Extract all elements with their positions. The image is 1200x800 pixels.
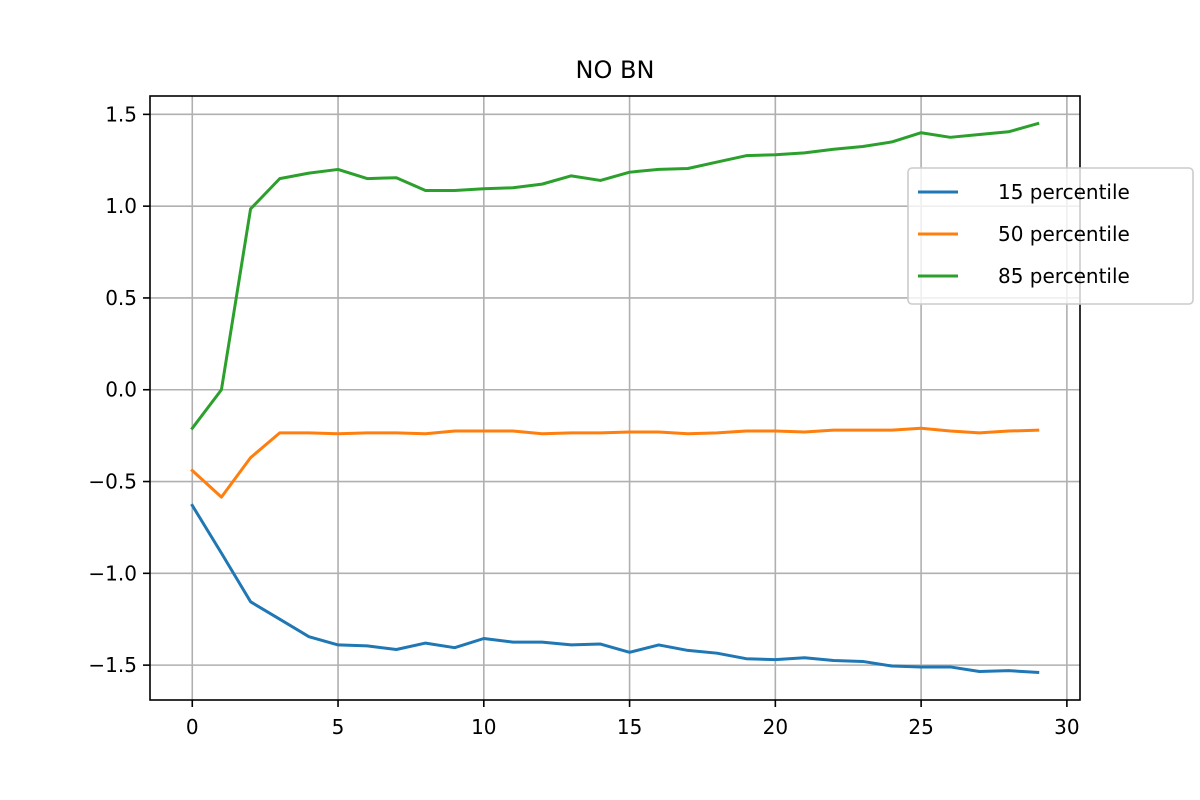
x-tick-label: 10: [471, 715, 496, 739]
x-tick-label: 5: [332, 715, 345, 739]
y-tick-label: 1.5: [105, 102, 137, 126]
y-tick-label: −1.0: [88, 561, 137, 585]
legend-box: [907, 167, 1194, 305]
legend-label: 85 percentile: [998, 264, 1130, 288]
legend-label: 15 percentile: [998, 180, 1130, 204]
x-tick-label: 30: [1054, 715, 1079, 739]
series-lines: [190, 121, 1040, 675]
y-tick-label: 0.5: [105, 286, 137, 310]
x-axis-ticks: 0 5 10 15 20 25 30: [186, 700, 1080, 739]
series-line-15-percentile: [190, 503, 1040, 675]
y-tick-label: −1.5: [88, 653, 137, 677]
x-tick-label: 20: [763, 715, 788, 739]
x-tick-label: 25: [908, 715, 933, 739]
y-axis-ticks: 1.5 1.0 0.5 0.0 −0.5 −1.0 −1.5: [88, 102, 150, 677]
x-tick-label: 0: [186, 715, 199, 739]
x-tick-label: 15: [617, 715, 642, 739]
y-tick-label: −0.5: [88, 470, 137, 494]
y-tick-label: 0.0: [105, 378, 137, 402]
series-line-50-percentile: [190, 426, 1040, 499]
series-line-85-percentile: [190, 121, 1040, 431]
legend: 15 percentile 50 percentile 85 percentile: [907, 167, 1194, 305]
chart-title: NO BN: [576, 56, 655, 84]
axes-frame: [149, 95, 1081, 701]
legend-label: 50 percentile: [998, 222, 1130, 246]
y-tick-label: 1.0: [105, 194, 137, 218]
